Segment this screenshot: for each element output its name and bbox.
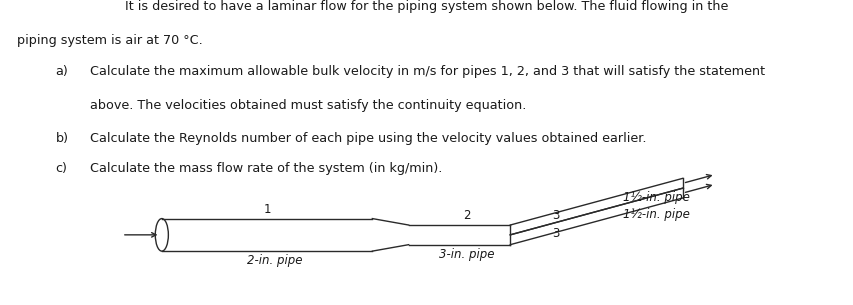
Text: a): a) — [55, 65, 68, 78]
Text: It is desired to have a laminar flow for the piping system shown below. The flui: It is desired to have a laminar flow for… — [125, 0, 728, 13]
Text: 1½-in. pipe: 1½-in. pipe — [622, 208, 689, 221]
Text: 3: 3 — [551, 209, 559, 222]
Text: Calculate the maximum allowable bulk velocity in m/s for pipes 1, 2, and 3 that : Calculate the maximum allowable bulk vel… — [90, 65, 764, 78]
Text: piping system is air at 70 °C.: piping system is air at 70 °C. — [17, 34, 203, 47]
Text: 3-in. pipe: 3-in. pipe — [438, 248, 494, 261]
Text: b): b) — [55, 131, 68, 145]
Text: 1: 1 — [263, 203, 270, 216]
Text: Calculate the Reynolds number of each pipe using the velocity values obtained ea: Calculate the Reynolds number of each pi… — [90, 131, 646, 145]
Text: above. The velocities obtained must satisfy the continuity equation.: above. The velocities obtained must sati… — [90, 99, 525, 112]
Text: 1½-in. pipe: 1½-in. pipe — [622, 191, 689, 204]
Text: c): c) — [55, 162, 67, 175]
Text: 2: 2 — [462, 209, 470, 222]
Text: 2-in. pipe: 2-in. pipe — [247, 254, 302, 267]
Text: 3: 3 — [551, 227, 559, 240]
Text: Calculate the mass flow rate of the system (in kg/min).: Calculate the mass flow rate of the syst… — [90, 162, 442, 175]
